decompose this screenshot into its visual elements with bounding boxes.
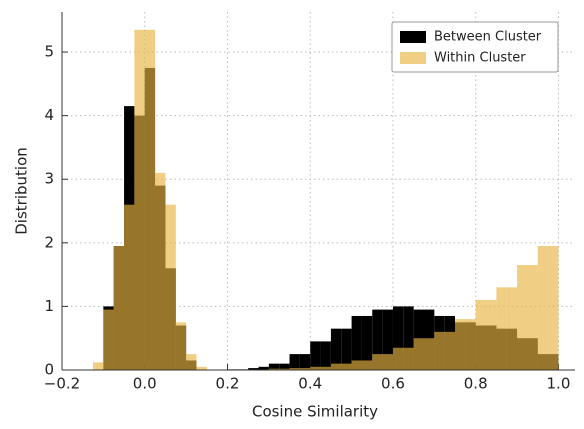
bar (103, 309, 114, 370)
legend-swatch (400, 31, 426, 43)
y-axis-label: Distribution (13, 147, 31, 235)
bar (144, 29, 156, 370)
bar (279, 363, 290, 370)
legend-box (391, 21, 559, 73)
x-tick-label: 0.0 (133, 375, 157, 393)
bar (475, 300, 487, 370)
bar (341, 328, 352, 370)
bar (403, 306, 414, 370)
x-axis-label: Cosine Similarity (252, 403, 378, 421)
bar (382, 309, 393, 370)
bar (299, 368, 311, 370)
bar (165, 204, 176, 370)
y-tick-label: 2 (44, 233, 54, 251)
bar (320, 341, 331, 370)
bar (423, 338, 435, 370)
bar (113, 246, 125, 370)
bar (465, 319, 476, 370)
bar (548, 246, 559, 370)
bar (403, 347, 414, 370)
x-tick-label: 0.6 (381, 375, 405, 393)
legend-label: Between Cluster (434, 30, 542, 45)
x-tick-label: 0.4 (298, 375, 322, 393)
y-tick-label: 0 (44, 361, 54, 379)
bar (248, 368, 259, 370)
legend-swatch (400, 52, 426, 64)
bar (496, 287, 507, 370)
bar (392, 347, 404, 370)
bar (289, 368, 300, 370)
bar (382, 354, 393, 370)
bar (330, 363, 342, 370)
bar (444, 331, 456, 370)
x-tick-label: 0.2 (216, 375, 240, 393)
bar (93, 362, 104, 370)
bar (392, 306, 404, 370)
bar (506, 287, 518, 370)
bar (527, 265, 538, 370)
bar (268, 363, 280, 370)
bar (413, 338, 424, 370)
bar (361, 315, 373, 370)
bar (124, 204, 135, 370)
x-tick-label: 1.0 (547, 375, 571, 393)
bar (310, 341, 321, 370)
bar (455, 319, 466, 370)
bar (134, 29, 145, 370)
bar (361, 360, 373, 370)
bar (372, 354, 383, 370)
bar (351, 360, 362, 370)
bar (330, 328, 342, 370)
bar (537, 246, 549, 370)
bar (196, 366, 207, 370)
x-tick-label: −0.2 (44, 375, 80, 393)
legend-label: Within Cluster (434, 51, 526, 66)
bar (155, 172, 166, 370)
bar (310, 366, 321, 370)
bar (268, 368, 280, 370)
bar (341, 363, 352, 370)
bar (175, 322, 187, 370)
bar (258, 366, 269, 370)
bar (299, 354, 311, 370)
bar (351, 315, 362, 370)
y-tick-label: 1 (44, 297, 54, 315)
bar (320, 366, 331, 370)
bar (517, 265, 528, 370)
y-tick-label: 5 (44, 43, 54, 61)
bar (279, 368, 290, 370)
y-tick-label: 3 (44, 170, 54, 188)
y-tick-label: 4 (44, 106, 54, 124)
bar (434, 331, 445, 370)
bar (372, 309, 383, 370)
bar (486, 300, 497, 370)
bar (186, 354, 197, 370)
x-tick-label: 0.8 (464, 375, 488, 393)
bar (289, 354, 300, 370)
